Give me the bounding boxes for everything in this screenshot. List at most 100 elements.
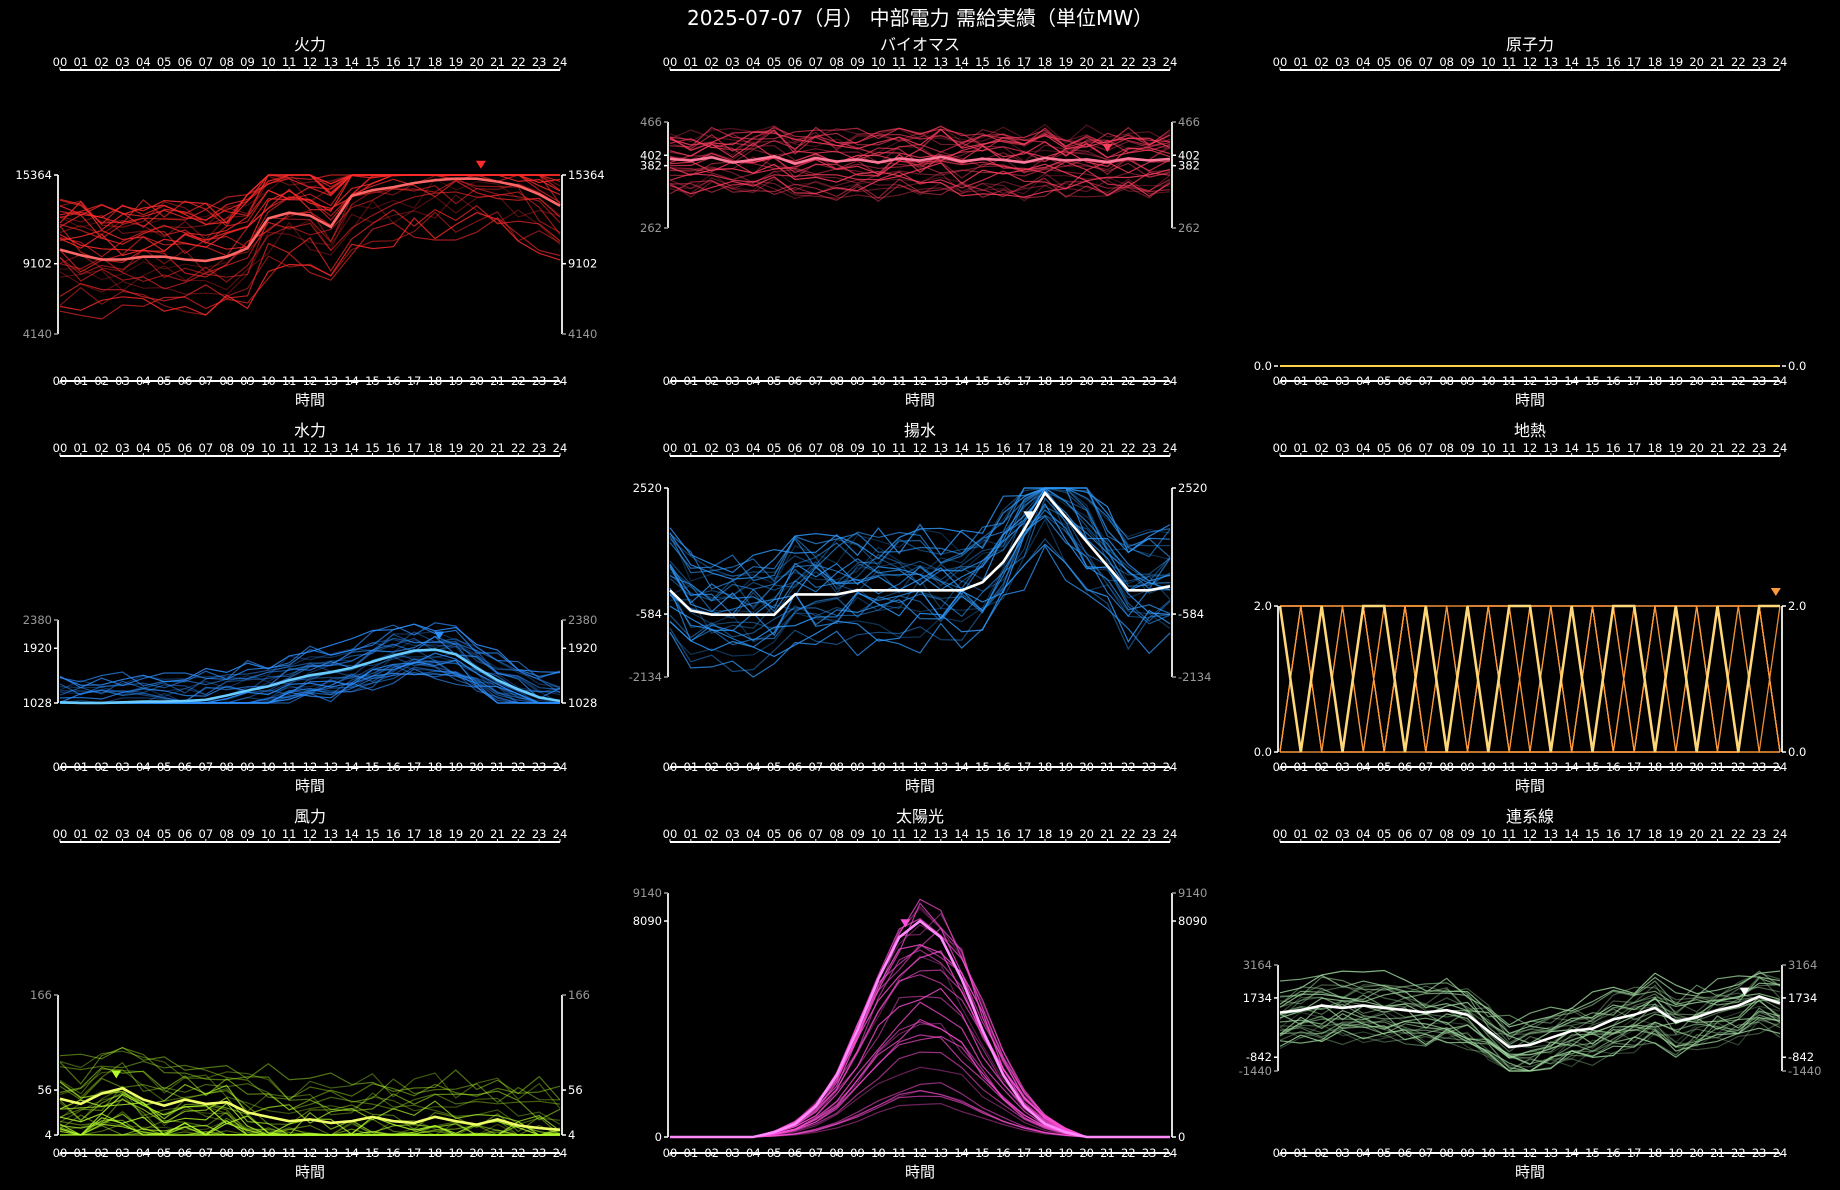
history-series-line — [669, 151, 1171, 177]
hour-tick-label: 18 — [1648, 374, 1663, 388]
hour-tick-label: 15 — [975, 827, 990, 841]
hour-tick-label: 03 — [1335, 374, 1350, 388]
hour-tick-label: 17 — [1627, 374, 1642, 388]
hour-tick-label: 08 — [219, 1146, 234, 1160]
history-series-line — [669, 125, 1171, 152]
history-series-line — [59, 1096, 561, 1136]
panel-title: 連系線 — [1506, 807, 1554, 826]
hour-tick-label: 13 — [934, 1146, 949, 1160]
hour-tick-label: 23 — [1142, 760, 1157, 774]
hour-tick-label: 02 — [704, 374, 719, 388]
history-series-line — [669, 487, 1171, 582]
hour-tick-label: 20 — [469, 827, 484, 841]
y-tick-label: 402 — [640, 148, 662, 162]
hour-tick-label: 09 — [850, 827, 865, 841]
hour-tick-label: 18 — [1648, 1146, 1663, 1160]
hour-tick-label: 02 — [1314, 441, 1329, 455]
hour-tick-label: 08 — [219, 441, 234, 455]
history-series-line — [670, 1066, 1170, 1138]
hour-tick-label: 10 — [1481, 1146, 1496, 1160]
hour-tick-label: 12 — [303, 441, 318, 455]
history-series-line — [669, 153, 1171, 175]
hour-tick-label: 11 — [282, 374, 297, 388]
history-series-line — [59, 174, 560, 235]
history-series-line — [669, 131, 1171, 156]
hour-tick-label: 21 — [1710, 55, 1725, 69]
hour-tick-label: 23 — [1752, 1146, 1767, 1160]
hour-tick-label: 01 — [1294, 441, 1309, 455]
hour-tick-label: 00 — [663, 374, 678, 388]
history-series-line — [59, 1047, 561, 1101]
hour-tick-label: 07 — [199, 760, 214, 774]
hour-tick-label: 06 — [178, 760, 193, 774]
hour-tick-label: 05 — [767, 55, 782, 69]
hour-tick-label: 00 — [663, 1146, 678, 1160]
history-series-line — [669, 126, 1171, 148]
history-series-line — [59, 191, 561, 290]
y-tick-label: -2134 — [1178, 670, 1211, 684]
hour-tick-label: 20 — [469, 760, 484, 774]
hour-tick-label: 11 — [1502, 1146, 1517, 1160]
hour-tick-label: 20 — [469, 1146, 484, 1160]
hour-tick-label: 22 — [511, 441, 526, 455]
history-series-line — [1280, 605, 1780, 753]
hour-tick-label: 11 — [282, 441, 297, 455]
hour-tick-label: 03 — [725, 374, 740, 388]
peak-marker — [1023, 511, 1034, 520]
history-series-line — [59, 194, 561, 292]
hour-tick-label: 23 — [532, 827, 547, 841]
hour-tick-label: 14 — [344, 441, 359, 455]
hour-tick-label: 03 — [1335, 827, 1350, 841]
hour-tick-label: 09 — [240, 374, 255, 388]
hour-tick-label: 06 — [1398, 55, 1413, 69]
history-series-line — [669, 518, 1171, 657]
hour-tick-label: 14 — [1564, 760, 1579, 774]
hour-tick-label: 21 — [1100, 55, 1115, 69]
hour-tick-label: 09 — [240, 1146, 255, 1160]
y-tick-label: 2520 — [633, 481, 662, 495]
y-tick-label: 15364 — [15, 168, 52, 182]
hour-tick-label: 01 — [74, 1146, 89, 1160]
hour-tick-label: 04 — [1356, 55, 1371, 69]
hour-tick-label: 18 — [428, 55, 443, 69]
hour-tick-label: 14 — [1564, 1146, 1579, 1160]
hour-tick-label: 04 — [746, 374, 761, 388]
hour-tick-label: 13 — [1544, 55, 1559, 69]
hour-tick-label: 20 — [469, 374, 484, 388]
hour-tick-label: 13 — [324, 441, 339, 455]
history-series-line — [670, 1089, 1170, 1138]
hour-tick-label: 10 — [261, 1146, 276, 1160]
hour-tick-label: 24 — [553, 827, 568, 841]
hour-tick-label: 07 — [809, 441, 824, 455]
hour-tick-label: 24 — [553, 55, 568, 69]
hour-tick-label: 16 — [996, 827, 1011, 841]
hour-tick-label: 02 — [704, 827, 719, 841]
hour-tick-label: 04 — [1356, 1146, 1371, 1160]
hour-tick-label: 08 — [1439, 1146, 1454, 1160]
y-tick-label: 166 — [568, 988, 590, 1002]
hour-tick-label: 17 — [1627, 827, 1642, 841]
hour-tick-label: 14 — [1564, 374, 1579, 388]
hour-tick-label: 13 — [1544, 441, 1559, 455]
hour-tick-label: 00 — [663, 441, 678, 455]
x-axis-label: 時間 — [1515, 391, 1545, 409]
history-series-line — [670, 1102, 1170, 1138]
hour-tick-label: 20 — [1079, 827, 1094, 841]
hour-tick-label: 14 — [1564, 55, 1579, 69]
history-series-line — [670, 944, 1170, 1138]
history-series-line — [1279, 605, 1781, 753]
hour-tick-label: 23 — [1142, 1146, 1157, 1160]
hour-tick-label: 00 — [1273, 55, 1288, 69]
history-series-line — [59, 194, 561, 296]
hour-tick-label: 16 — [386, 374, 401, 388]
history-series-line — [669, 497, 1171, 646]
peak-marker — [900, 919, 911, 928]
hour-tick-label: 05 — [767, 760, 782, 774]
hour-tick-label: 11 — [892, 374, 907, 388]
hour-tick-label: 17 — [1017, 55, 1032, 69]
hour-tick-label: 24 — [1163, 760, 1178, 774]
hour-tick-label: 24 — [1163, 827, 1178, 841]
hour-tick-label: 15 — [365, 441, 380, 455]
hour-tick-label: 04 — [136, 374, 151, 388]
